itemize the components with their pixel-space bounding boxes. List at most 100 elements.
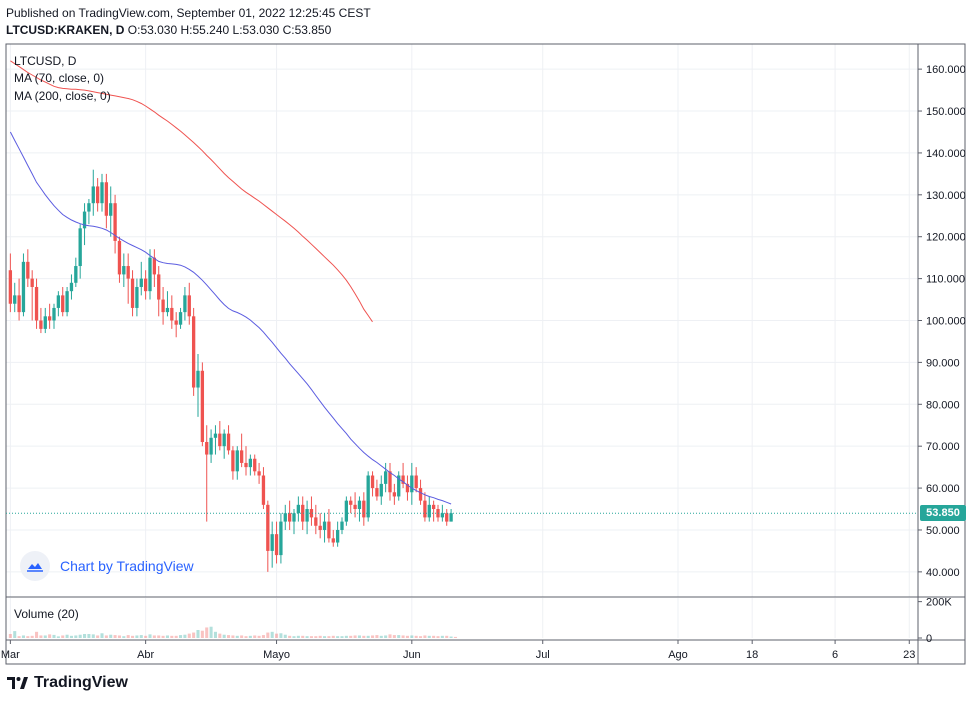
candle-body bbox=[410, 475, 414, 493]
candlestick-series bbox=[8, 169, 453, 572]
volume-bar bbox=[78, 634, 82, 638]
volume-bar bbox=[340, 636, 344, 638]
legend-ma70: MA (70, close, 0) bbox=[14, 71, 105, 85]
volume-bar bbox=[174, 635, 178, 638]
volume-bar bbox=[349, 635, 353, 638]
x-tick-label: 6 bbox=[832, 649, 838, 661]
candle-body bbox=[383, 471, 388, 484]
volume-bar bbox=[87, 634, 91, 638]
candle-body bbox=[178, 312, 183, 325]
volume-bar bbox=[327, 636, 331, 638]
legend-volume: Volume (20) bbox=[14, 607, 79, 621]
x-tick-label: Mayo bbox=[263, 649, 290, 661]
footer-logo: TradingView bbox=[6, 674, 128, 692]
candle-body bbox=[253, 458, 257, 472]
candle-body bbox=[405, 483, 410, 493]
candle-body bbox=[187, 295, 191, 317]
candle-body bbox=[78, 228, 82, 267]
candle-body bbox=[449, 513, 453, 522]
volume-bar bbox=[240, 635, 244, 638]
candle-body bbox=[117, 240, 122, 275]
volume-bar bbox=[13, 631, 17, 638]
volume-bar bbox=[257, 635, 261, 638]
ohlc-values: O:53.030 H:55.240 L:53.030 C:53.850 bbox=[127, 23, 332, 37]
candle-body bbox=[74, 266, 78, 283]
y-tick-label: 110.000 bbox=[926, 274, 965, 286]
candle-body bbox=[344, 500, 349, 522]
volume-bar bbox=[410, 635, 414, 638]
candle-body bbox=[34, 286, 39, 321]
volume-bar bbox=[401, 635, 405, 638]
volume-bar bbox=[100, 633, 104, 638]
candle-body bbox=[21, 261, 26, 313]
volume-bar bbox=[248, 635, 252, 638]
y-tick-label: 90.000 bbox=[926, 357, 960, 369]
volume-bar bbox=[218, 633, 222, 638]
candle-body bbox=[157, 274, 161, 300]
volume-bar bbox=[170, 635, 174, 638]
candle-body bbox=[104, 182, 109, 216]
volume-bars bbox=[8, 626, 457, 638]
volume-bar bbox=[266, 632, 270, 638]
candle-body bbox=[427, 504, 431, 518]
volume-bar bbox=[213, 631, 217, 638]
symbol-name: LTCUSD:KRAKEN, D bbox=[6, 23, 125, 37]
volume-bar bbox=[117, 635, 121, 638]
tradingview-cloud-icon bbox=[20, 551, 50, 581]
candle-body bbox=[445, 513, 449, 522]
y-tick-label: 70.000 bbox=[926, 441, 960, 453]
candle-body bbox=[135, 286, 139, 308]
candle-body bbox=[13, 295, 17, 304]
volume-bar bbox=[113, 635, 117, 638]
legend-symbol: LTCUSD, D bbox=[14, 54, 77, 68]
volume-bar bbox=[279, 633, 283, 638]
moving-averages bbox=[6, 60, 918, 514]
candle-body bbox=[335, 529, 340, 543]
volume-bar bbox=[91, 634, 95, 638]
volume-bar bbox=[104, 635, 108, 638]
symbol-header: LTCUSD:KRAKEN, D O:53.030 H:55.240 L:53.… bbox=[6, 23, 331, 37]
volume-bar bbox=[205, 627, 209, 638]
candle-body bbox=[318, 525, 322, 530]
volume-bar bbox=[388, 634, 392, 638]
candle-body bbox=[61, 295, 65, 313]
candle-body bbox=[440, 513, 445, 518]
volume-bar bbox=[179, 635, 183, 638]
ma200-line bbox=[10, 60, 373, 323]
volume-bar bbox=[261, 635, 265, 638]
volume-bar bbox=[209, 626, 213, 638]
volume-bar bbox=[318, 635, 322, 638]
y-tick-label: 140.000 bbox=[926, 148, 966, 160]
attribution-text[interactable]: Chart by TradingView bbox=[60, 558, 194, 574]
volume-bar bbox=[65, 634, 69, 638]
volume-bar bbox=[131, 635, 135, 638]
x-tick-label: Mar bbox=[1, 649, 20, 661]
candle-body bbox=[322, 521, 327, 530]
candle-body bbox=[200, 370, 205, 442]
volume-bar bbox=[353, 635, 357, 638]
candle-body bbox=[87, 203, 91, 212]
candle-body bbox=[327, 521, 331, 539]
volume-bar bbox=[270, 631, 274, 638]
x-tick-label: Jun bbox=[403, 649, 421, 661]
volume-bar bbox=[292, 636, 296, 638]
candle-body bbox=[362, 500, 366, 518]
volume-bar bbox=[39, 635, 43, 638]
candle-body bbox=[130, 278, 135, 308]
candle-body bbox=[39, 320, 43, 329]
candle-body bbox=[17, 295, 21, 313]
volume-bar bbox=[135, 635, 139, 638]
volume-bar bbox=[196, 630, 200, 638]
volume-bar bbox=[336, 636, 340, 638]
legend-ma200: MA (200, close, 0) bbox=[14, 89, 111, 103]
chart-by-tradingview[interactable]: Chart by TradingView bbox=[20, 551, 194, 581]
candle-body bbox=[52, 307, 56, 321]
candle-body bbox=[26, 261, 30, 279]
candle-body bbox=[279, 521, 283, 556]
candle-body bbox=[174, 320, 178, 325]
candle-body bbox=[375, 488, 379, 497]
volume-bar bbox=[139, 635, 143, 638]
volume-bar bbox=[309, 636, 313, 638]
y-tick-label: 80.000 bbox=[926, 399, 960, 411]
